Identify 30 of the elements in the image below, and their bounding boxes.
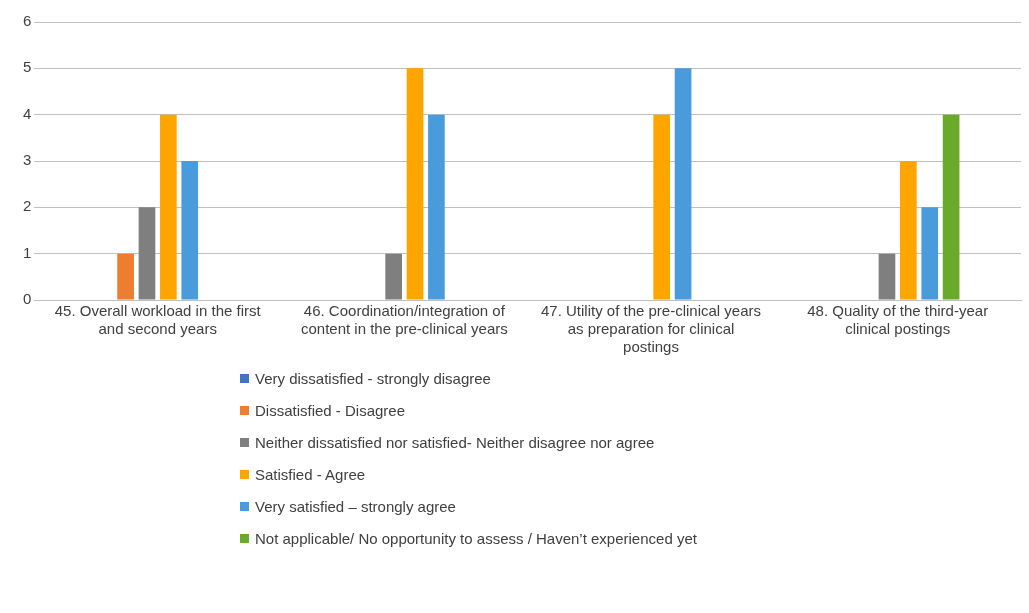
- legend-label: Very satisfied – strongly agree: [255, 497, 456, 515]
- y-tick-label: 4: [23, 104, 32, 122]
- y-tick-label: 0: [23, 290, 32, 308]
- bar: [385, 253, 402, 300]
- bar: [160, 114, 177, 300]
- legend-label: Dissatisfied - Disagree: [255, 401, 406, 419]
- bar: [138, 207, 156, 300]
- y-tick-label: 1: [23, 243, 32, 261]
- bar: [428, 114, 445, 300]
- bar: [900, 161, 917, 300]
- y-tick-label: 3: [23, 151, 32, 169]
- y-tick-label: 2: [23, 197, 32, 215]
- x-tick-label: 45. Overall workload in the first and second years: [54, 302, 262, 338]
- legend-label: Satisfied - Agree: [255, 465, 366, 483]
- bar: [942, 114, 960, 300]
- x-tick-label: 48. Quality of the third-year clinical postings: [807, 302, 989, 338]
- bar: [181, 161, 199, 300]
- bar: [878, 253, 896, 300]
- x-tick-label: 47. Utility of the pre-clinical years as preparation for clinical postings: [540, 302, 762, 356]
- bar: [674, 68, 692, 300]
- x-tick-label: 46. Coordination/integration of content in the pre-clinical years: [300, 302, 508, 338]
- legend-label: Neither dissatisfied nor satisfied- Neither disagree nor agree: [255, 433, 655, 451]
- bar: [117, 253, 134, 300]
- legend-label: Not applicable/ No opportunity to assess / Haven’t experienced yet: [255, 529, 697, 547]
- bar: [406, 68, 424, 300]
- y-tick-label: 6: [23, 12, 32, 30]
- y-tick-label: 5: [23, 58, 32, 76]
- legend-label: Very dissatisfied - strongly disagree: [255, 369, 491, 387]
- bar: [653, 114, 671, 300]
- bar: [921, 207, 939, 300]
